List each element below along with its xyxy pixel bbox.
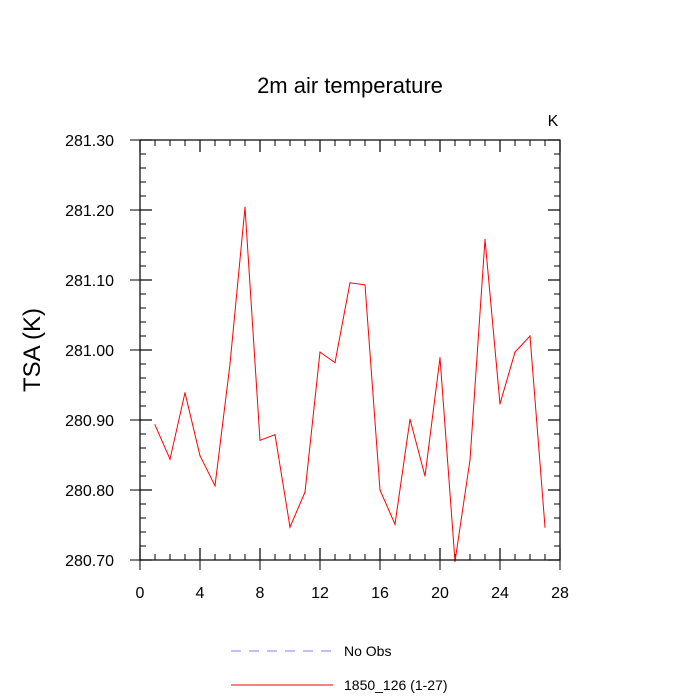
y-tick-label: 281.10 [65, 273, 114, 290]
x-tick-label: 0 [136, 585, 145, 602]
x-tick-label: 28 [551, 585, 569, 602]
data-point [229, 363, 231, 365]
x-tick-label: 20 [431, 585, 449, 602]
data-point [349, 282, 351, 284]
units-label: K [548, 113, 559, 130]
data-point [364, 284, 366, 286]
data-point [514, 351, 516, 353]
legend-label: No Obs [344, 643, 391, 659]
data-point [184, 392, 186, 394]
data-point [199, 455, 201, 457]
data-point [379, 489, 381, 491]
x-tick-label: 8 [256, 585, 265, 602]
data-point [394, 523, 396, 525]
data-point [334, 362, 336, 364]
y-tick-label: 280.70 [65, 553, 114, 570]
x-tick-label: 12 [311, 585, 329, 602]
data-point [289, 526, 291, 528]
axis-ticks [130, 139, 561, 570]
data-point [214, 485, 216, 487]
data-point [274, 434, 276, 436]
legend-label: 1850_126 (1-27) [344, 677, 448, 693]
data-point [499, 403, 501, 405]
data-point [154, 424, 156, 426]
data-point [439, 357, 441, 359]
y-tick-label: 280.80 [65, 483, 114, 500]
series-line [154, 207, 546, 562]
data-point [409, 418, 411, 420]
data-point [319, 351, 321, 353]
x-tick-label: 24 [491, 585, 509, 602]
data-point [529, 335, 531, 337]
y-tick-label: 280.90 [65, 413, 114, 430]
y-tick-label: 281.20 [65, 203, 114, 220]
plot-area [154, 206, 546, 563]
y-axis-label: TSA (K) [19, 308, 46, 392]
x-tick-label: 16 [371, 585, 389, 602]
y-tick-label: 281.30 [65, 133, 114, 150]
chart-title: 2m air temperature [257, 73, 443, 98]
y-tick-labels: 280.70 280.80 280.90 281.00 281.10 281.20 281.… [65, 133, 114, 570]
data-point [169, 458, 171, 460]
data-point [424, 475, 426, 477]
data-point [454, 560, 456, 563]
y-tick-label: 281.00 [65, 343, 114, 360]
x-tick-labels: 0 4 8 12 16 20 24 28 [136, 585, 569, 602]
data-point [469, 459, 471, 461]
data-point [544, 526, 546, 528]
data-point [484, 238, 486, 240]
data-point [304, 491, 306, 493]
data-point [244, 206, 246, 208]
plot-frame [139, 139, 561, 561]
data-point [259, 439, 261, 441]
x-tick-label: 4 [196, 585, 205, 602]
legend: No Obs 1850_126 (1-27) [231, 643, 448, 693]
